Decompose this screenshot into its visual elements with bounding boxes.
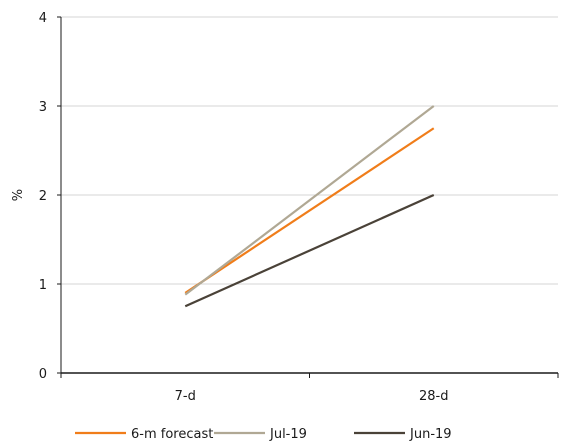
x-tick-label: 28-d bbox=[419, 389, 449, 404]
legend-label: 6-m forecast bbox=[131, 427, 213, 441]
y-tick-label: 3 bbox=[39, 100, 47, 115]
gridlines bbox=[57, 16, 558, 374]
y-tick-labels: 0 1 2 3 4 bbox=[39, 11, 47, 382]
y-tick-label: 2 bbox=[39, 189, 47, 204]
y-tick-label: 1 bbox=[39, 278, 47, 293]
series-line bbox=[184, 105, 435, 296]
series-line bbox=[184, 193, 435, 308]
y-tick-label: 4 bbox=[39, 11, 47, 26]
y-tick-label: 0 bbox=[39, 367, 47, 382]
series-lines bbox=[184, 105, 435, 308]
x-tick-label: 7-d bbox=[175, 389, 196, 404]
legend: 6-m forecast Jul-19 Jun-19 bbox=[75, 427, 452, 441]
y-axis-title: % bbox=[11, 189, 26, 201]
series-line bbox=[184, 127, 435, 294]
legend-label: Jul-19 bbox=[269, 427, 307, 441]
legend-label: Jun-19 bbox=[409, 427, 452, 441]
x-tick-labels: 7-d 28-d bbox=[60, 373, 559, 404]
